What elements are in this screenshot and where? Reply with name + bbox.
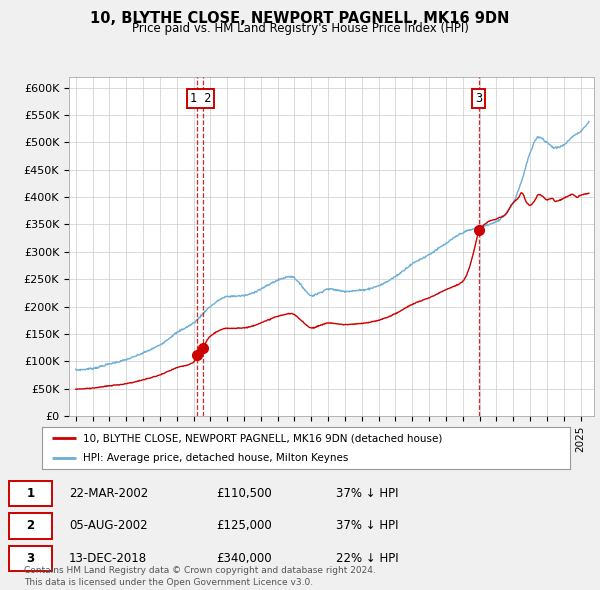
- Text: 37% ↓ HPI: 37% ↓ HPI: [336, 487, 398, 500]
- Text: 10, BLYTHE CLOSE, NEWPORT PAGNELL, MK16 9DN: 10, BLYTHE CLOSE, NEWPORT PAGNELL, MK16 …: [91, 11, 509, 25]
- FancyBboxPatch shape: [9, 546, 52, 571]
- Text: 37% ↓ HPI: 37% ↓ HPI: [336, 519, 398, 532]
- Text: 10, BLYTHE CLOSE, NEWPORT PAGNELL, MK16 9DN (detached house): 10, BLYTHE CLOSE, NEWPORT PAGNELL, MK16 …: [83, 433, 443, 443]
- Text: HPI: Average price, detached house, Milton Keynes: HPI: Average price, detached house, Milt…: [83, 453, 349, 463]
- Text: 3: 3: [475, 92, 482, 105]
- FancyBboxPatch shape: [9, 480, 52, 506]
- Text: 2: 2: [26, 519, 35, 532]
- Text: 13-DEC-2018: 13-DEC-2018: [69, 552, 147, 565]
- Text: 22% ↓ HPI: 22% ↓ HPI: [336, 552, 398, 565]
- Text: 3: 3: [26, 552, 35, 565]
- Text: Contains HM Land Registry data © Crown copyright and database right 2024.
This d: Contains HM Land Registry data © Crown c…: [24, 566, 376, 587]
- Text: 1: 1: [26, 487, 35, 500]
- FancyBboxPatch shape: [9, 513, 52, 539]
- Text: £110,500: £110,500: [216, 487, 272, 500]
- Text: £340,000: £340,000: [216, 552, 272, 565]
- Text: Price paid vs. HM Land Registry's House Price Index (HPI): Price paid vs. HM Land Registry's House …: [131, 22, 469, 35]
- Text: 22-MAR-2002: 22-MAR-2002: [69, 487, 148, 500]
- Text: 1 2: 1 2: [190, 92, 211, 105]
- Text: £125,000: £125,000: [216, 519, 272, 532]
- Text: 05-AUG-2002: 05-AUG-2002: [69, 519, 148, 532]
